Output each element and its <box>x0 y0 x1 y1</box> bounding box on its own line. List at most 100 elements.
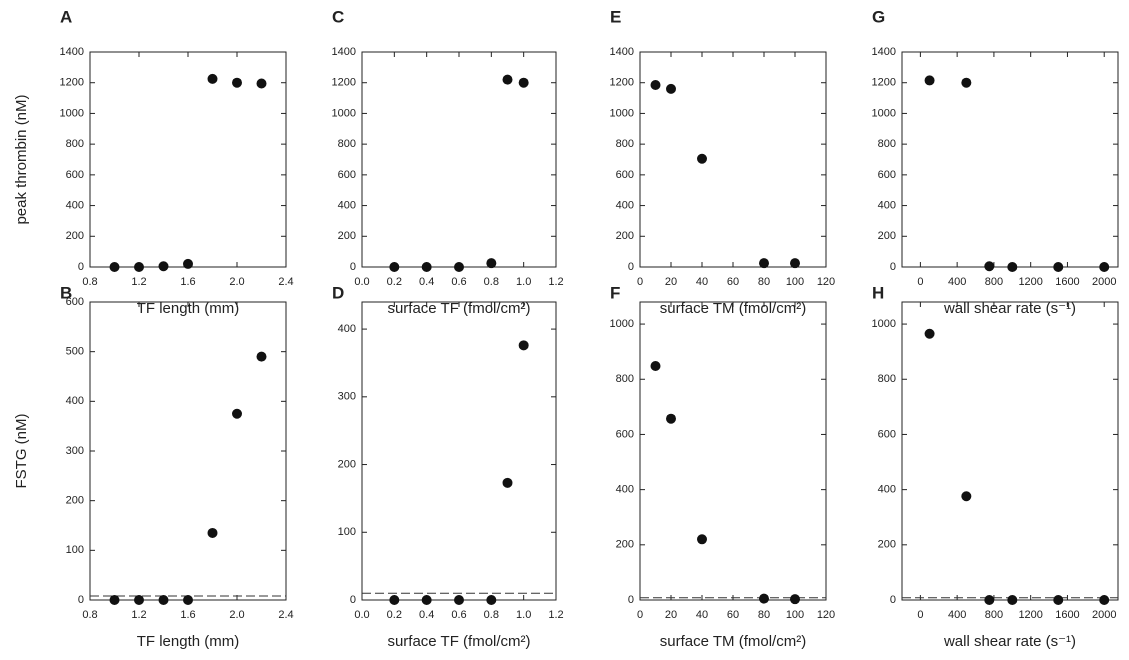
data-point <box>1099 262 1110 272</box>
data-point <box>134 595 144 605</box>
data-point <box>790 594 800 605</box>
data-point <box>924 328 935 339</box>
panel-label: G <box>872 7 885 26</box>
x-tick-label: 100 <box>786 609 804 621</box>
x-axis-label: surface TF (fmol/cm²) <box>387 300 530 317</box>
x-tick-label: 20 <box>665 609 677 621</box>
y-tick-label: 1200 <box>60 77 84 89</box>
y-tick-label: 0 <box>628 261 634 273</box>
y-tick-label: 200 <box>338 230 356 242</box>
y-tick-label: 800 <box>878 373 896 385</box>
y-tick-label: 1400 <box>332 46 356 58</box>
x-tick-label: 1.6 <box>180 609 195 621</box>
x-tick-label: 0.2 <box>387 609 402 621</box>
y-tick-label: 200 <box>66 495 84 507</box>
y-tick-label: 100 <box>66 544 84 556</box>
panel-label: E <box>610 7 621 26</box>
y-tick-label: 800 <box>616 373 634 385</box>
y-tick-label: 1000 <box>872 107 896 119</box>
panel-label: C <box>332 7 344 26</box>
data-point <box>1053 262 1064 272</box>
data-point <box>666 83 676 94</box>
data-point <box>486 258 497 269</box>
y-tick-label: 200 <box>338 458 356 470</box>
x-tick-label: 800 <box>985 609 1003 621</box>
data-point <box>759 258 769 269</box>
y-tick-label: 1000 <box>610 318 634 330</box>
x-tick-label: 0.8 <box>82 609 97 621</box>
data-point <box>961 491 972 502</box>
y-tick-label: 600 <box>878 169 896 181</box>
y-tick-label: 400 <box>66 395 84 407</box>
y-tick-label: 200 <box>878 230 896 242</box>
y-tick-label: 0 <box>890 594 896 606</box>
data-point <box>134 262 144 272</box>
y-tick-label: 400 <box>878 484 896 496</box>
panel-label: A <box>60 7 72 26</box>
data-point <box>232 77 242 88</box>
x-axis-label: wall shear rate (s⁻¹) <box>943 633 1076 650</box>
y-tick-label: 0 <box>350 594 356 606</box>
y-tick-label: 1400 <box>872 46 896 58</box>
y-tick-label: 1200 <box>332 77 356 89</box>
plot-frame <box>901 51 1119 268</box>
x-tick-label: 1.0 <box>516 276 531 288</box>
x-tick-label: 1.2 <box>548 609 563 621</box>
y-tick-label: 200 <box>66 230 84 242</box>
x-axis-label: surface TM (fmol/cm²) <box>660 633 806 650</box>
data-point <box>256 78 267 89</box>
data-point <box>984 261 995 272</box>
y-tick-label: 1200 <box>872 77 896 89</box>
data-point <box>183 258 193 269</box>
x-tick-label: 1.2 <box>131 609 146 621</box>
y-tick-label: 600 <box>66 169 84 181</box>
x-tick-label: 120 <box>817 276 835 288</box>
data-point <box>790 258 800 269</box>
y-tick-label: 0 <box>628 594 634 606</box>
data-point <box>502 74 513 85</box>
x-tick-label: 0.6 <box>451 609 466 621</box>
data-point <box>1053 595 1064 605</box>
x-tick-label: 1.6 <box>180 276 195 288</box>
x-tick-label: 1.0 <box>516 609 531 621</box>
x-tick-label: 0 <box>917 609 923 621</box>
data-point <box>256 351 267 362</box>
x-tick-label: 1600 <box>1055 276 1079 288</box>
x-tick-label: 1.2 <box>548 276 563 288</box>
x-tick-label: 0.8 <box>484 609 499 621</box>
x-tick-label: 0.4 <box>419 609 434 621</box>
data-point <box>207 527 218 538</box>
x-tick-label: 2.4 <box>278 609 293 621</box>
y-tick-label: 1000 <box>332 107 356 119</box>
y-tick-label: 0 <box>78 261 84 273</box>
data-point <box>486 595 497 605</box>
y-tick-label: 800 <box>616 138 634 150</box>
y-tick-label: 800 <box>878 138 896 150</box>
data-point <box>1007 595 1018 605</box>
y-axis-label: FSTG (nM) <box>13 414 30 489</box>
x-axis-label: TF length (mm) <box>137 300 240 317</box>
data-point <box>1099 595 1110 605</box>
data-point <box>1007 262 1018 272</box>
x-tick-label: 0.8 <box>484 276 499 288</box>
x-axis-label: surface TM (fmol/cm²) <box>660 300 806 317</box>
data-point <box>389 595 400 605</box>
data-point <box>984 595 995 605</box>
data-point <box>389 262 400 272</box>
y-axis-label: peak thrombin (nM) <box>13 94 30 224</box>
y-tick-label: 200 <box>878 539 896 551</box>
data-point <box>183 595 193 605</box>
x-tick-label: 60 <box>727 609 739 621</box>
x-tick-label: 0.6 <box>451 276 466 288</box>
data-point <box>421 595 432 605</box>
y-tick-label: 1000 <box>610 107 634 119</box>
y-tick-label: 400 <box>616 484 634 496</box>
x-tick-label: 0 <box>637 609 643 621</box>
y-tick-label: 600 <box>66 296 84 308</box>
x-tick-label: 100 <box>786 276 804 288</box>
panel-label: H <box>872 283 884 302</box>
y-tick-label: 600 <box>338 169 356 181</box>
y-tick-label: 0 <box>350 261 356 273</box>
y-tick-label: 500 <box>66 346 84 358</box>
